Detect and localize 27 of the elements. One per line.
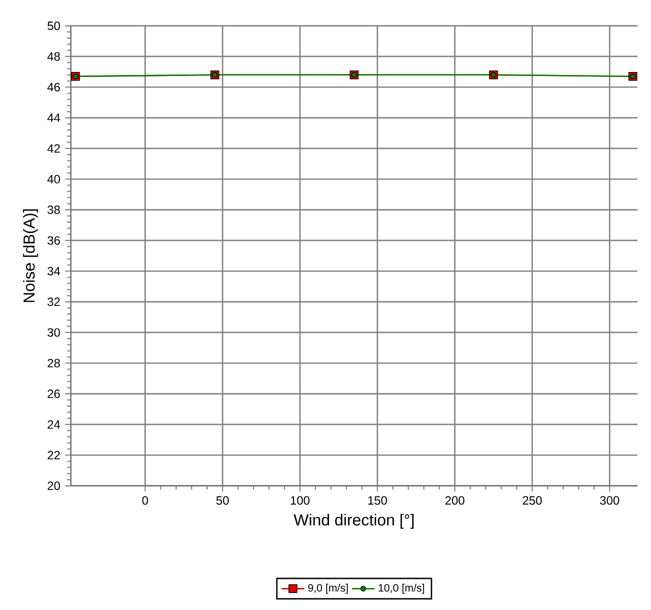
- x-tick-label: 0: [142, 496, 148, 505]
- y-tick-label: 42: [47, 144, 60, 153]
- y-tick-label: 28: [48, 358, 60, 368]
- y-tick-label: 38: [48, 206, 60, 214]
- legend-label: 9,0 [m/s]: [308, 584, 348, 594]
- y-tick-label: 26: [48, 390, 60, 398]
- x-tick-label: 150: [368, 496, 387, 505]
- x-tick-label: 100: [290, 496, 310, 505]
- y-tick-label: 36: [48, 236, 60, 245]
- y-tick-label: 30: [48, 328, 60, 337]
- y-tick-label: 46: [47, 82, 60, 92]
- x-tick-label: 250: [522, 496, 542, 505]
- y-tick-label: 22: [48, 450, 60, 460]
- y-tick-label: 32: [48, 298, 60, 306]
- y-tick-label: 50: [48, 22, 60, 30]
- y-tick-label: 20: [48, 482, 60, 490]
- y-tick-label: 40: [47, 174, 60, 184]
- legend-label: 10,0 [m/s]: [378, 584, 424, 594]
- y-tick-label: 34: [48, 266, 60, 276]
- y-tick-label: 48: [47, 52, 60, 61]
- x-tick-label: 300: [600, 496, 620, 505]
- x-tick-label: 50: [216, 496, 229, 505]
- y-tick-label: 24: [48, 420, 60, 429]
- x-tick-label: 200: [445, 496, 464, 505]
- y-tick-label: 44: [47, 114, 60, 122]
- y-axis-title: Noise [dB(A)]: [23, 209, 38, 302]
- x-axis-title: Wind direction [°]: [294, 514, 414, 529]
